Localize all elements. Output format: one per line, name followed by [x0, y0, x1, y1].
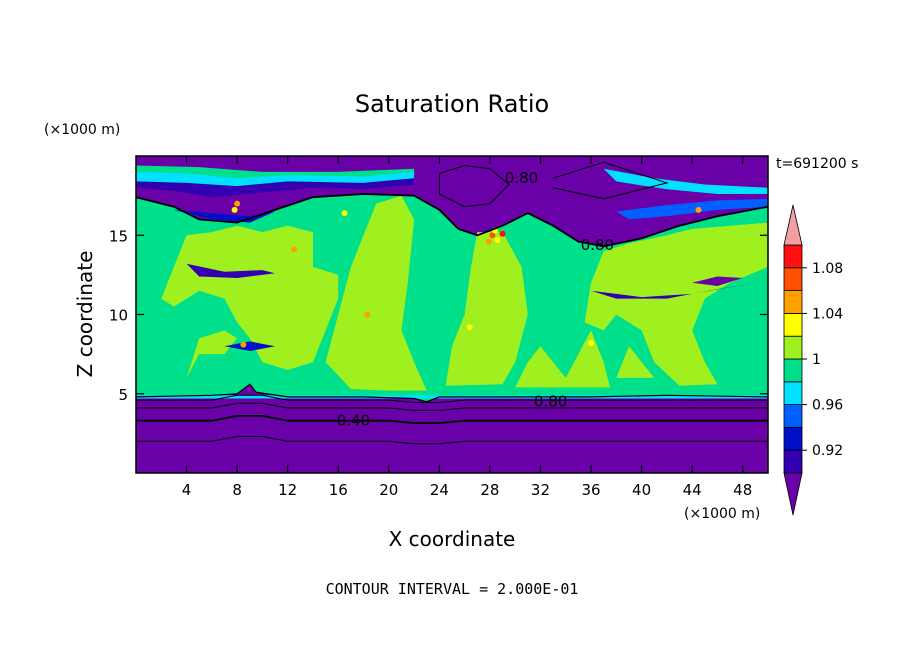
- y-tick-label: 10: [109, 307, 128, 325]
- cyan-band-top: [136, 171, 415, 187]
- x-tick-label: 24: [430, 481, 449, 499]
- saturated-spot-13: [588, 340, 594, 346]
- contour-line-upper-inner-2: [552, 161, 669, 200]
- blue-streak-1: [186, 263, 275, 278]
- x-tick-label: 44: [683, 481, 702, 499]
- blue-band-upper-left: [173, 209, 275, 223]
- contour-label-4: 0.40: [337, 412, 370, 430]
- time-label: t=691200 s: [776, 156, 858, 172]
- cloud-region-7: [616, 346, 655, 378]
- x-tick-label: 12: [278, 481, 297, 499]
- contour-label-2: 0.80: [581, 236, 614, 254]
- colorbar-box-3: [783, 404, 803, 428]
- colorbar-box-7: [783, 312, 803, 337]
- x-axis-label: X coordinate: [389, 527, 516, 551]
- contour-lines: [136, 161, 768, 445]
- colorbar-lower-triangle: [783, 472, 803, 516]
- plot-area: [136, 156, 768, 473]
- colorbar-label: 1.08: [812, 261, 843, 277]
- colorbar-box-1: [783, 449, 803, 474]
- cyan-band-upper-right: [603, 168, 768, 194]
- x-tick-label: 40: [632, 481, 651, 499]
- colorbar-label: 1: [812, 352, 821, 368]
- saturated-spot-11: [364, 311, 371, 318]
- colorbar-box-6: [783, 335, 803, 360]
- contour-line-lower-3: [136, 414, 768, 425]
- colorbar-label: 1.04: [812, 306, 843, 322]
- contour-label-1: 0.80: [505, 169, 538, 187]
- colorbar-box-5: [783, 358, 803, 383]
- cloud-region-5: [515, 330, 610, 388]
- saturated-spot-9: [341, 210, 348, 217]
- cloud-region-1: [161, 225, 339, 370]
- x-axis: 4 8 12 16 20 24 28 32 36 40 44 48: [182, 156, 752, 499]
- cloud-region-6: [584, 222, 768, 386]
- blue-band-upper-right: [616, 198, 768, 220]
- purple-streak-1: [692, 276, 743, 286]
- contour-line-lower-2: [136, 402, 768, 411]
- dry-region-lower: [136, 384, 768, 473]
- saturated-spot-4: [494, 237, 501, 243]
- contour-line-lower-4: [136, 436, 768, 445]
- saturated-spot-2: [231, 206, 238, 213]
- contour-line-upper-080: [136, 193, 768, 248]
- colorbar-box-8: [783, 290, 803, 314]
- x-tick-label: 36: [581, 481, 600, 499]
- chart-title: Saturation Ratio: [355, 90, 549, 118]
- colorbar-box-10: [783, 244, 803, 269]
- saturated-spot-6: [499, 230, 506, 237]
- x-tick-label: 4: [182, 481, 192, 499]
- cloud-region-4: [445, 232, 528, 386]
- y-tick-label: 5: [118, 386, 128, 404]
- y-axis-label: Z coordinate: [73, 251, 97, 378]
- x-tick-label: 28: [480, 481, 499, 499]
- colorbar-box-4: [783, 381, 803, 405]
- contour-interval-footer: CONTOUR INTERVAL = 2.000E-01: [326, 580, 579, 598]
- dry-band-indigo: [136, 173, 415, 198]
- x-tick-label: 48: [733, 481, 752, 499]
- blue-streak-3: [591, 282, 756, 299]
- saturated-spot-12: [466, 324, 473, 331]
- saturated-spot-3: [489, 232, 496, 239]
- y-axis: 5 10 15: [109, 227, 768, 404]
- contour-label-3: 0.80: [534, 393, 567, 411]
- colorbar-label: 0.92: [812, 443, 843, 459]
- contour-line-upper-inner: [438, 164, 510, 208]
- cloud-region-2: [325, 195, 427, 391]
- x-tick-label: 8: [232, 481, 242, 499]
- contour-line-dry-top: [136, 383, 768, 403]
- y-unit-label: (×1000 m): [44, 122, 120, 138]
- contour-line-lower-1: [136, 394, 768, 403]
- x-tick-label: 32: [531, 481, 550, 499]
- colorbar: 0.92 0.96 1 1.04 1.08: [783, 204, 843, 516]
- saturated-spot-10: [695, 206, 702, 213]
- saturated-spot-8: [240, 341, 247, 348]
- x-tick-label: 20: [379, 481, 398, 499]
- y-tick-label: 15: [109, 227, 128, 245]
- saturated-spot-1: [234, 200, 241, 207]
- colorbar-box-2: [783, 426, 803, 451]
- colorbar-label: 0.96: [812, 398, 843, 414]
- x-unit-label: (×1000 m): [684, 506, 760, 522]
- saturated-spot-14: [291, 246, 297, 253]
- x-tick-label: 16: [329, 481, 348, 499]
- blue-streak-2: [224, 341, 275, 351]
- cloud-region-3: [186, 330, 238, 378]
- contour-labels: 0.80 0.80 0.80 0.40: [337, 169, 614, 430]
- colorbar-upper-triangle: [783, 204, 803, 246]
- colorbar-box-9: [783, 267, 803, 291]
- saturated-spot-5: [485, 238, 492, 245]
